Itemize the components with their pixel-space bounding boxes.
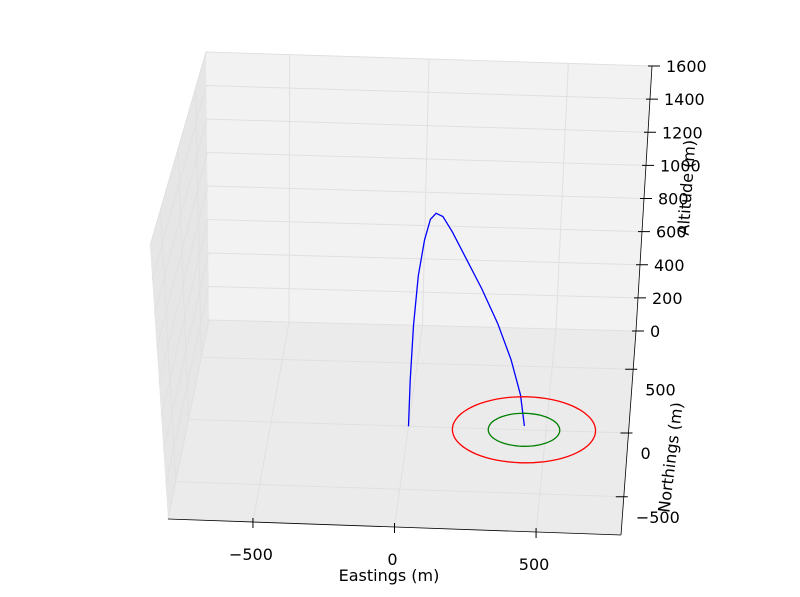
floor-pane — [168, 320, 636, 535]
z-tick-label: 0 — [650, 322, 660, 341]
landing-ring-2 — [451, 396, 597, 464]
z-axis-ticks: 0 200 400 600 800 1000 1200 1400 1600 — [632, 57, 707, 341]
x-axis-title: Eastings (m) — [339, 566, 440, 585]
z-tick-label: 600 — [656, 223, 687, 242]
z-tick-label: 200 — [652, 289, 683, 308]
z-tick-label: 1600 — [666, 57, 707, 76]
x-tick-label: −500 — [229, 545, 273, 564]
y-tick-label: 500 — [645, 380, 676, 399]
z-tick-label: 1000 — [660, 156, 701, 175]
grid-line-z — [167, 319, 637, 520]
x-tick-label: 500 — [519, 555, 550, 574]
grid-line-z — [149, 51, 653, 247]
landing-ring-1 — [487, 412, 561, 447]
grid-line-z — [158, 185, 645, 383]
grid-line-z — [151, 84, 651, 281]
grid-lines — [149, 51, 653, 533]
grid-line-z — [156, 151, 647, 349]
grid-line-z — [154, 118, 649, 315]
z-axis-title: Altitude (m) — [674, 139, 700, 236]
y-axis-ticks: −500 0 500 — [615, 368, 680, 527]
series-layer — [407, 212, 597, 464]
x-axis-ticks: −500 0 500 — [229, 518, 549, 574]
z-tick-label: 1400 — [664, 90, 705, 109]
grid-line-z — [165, 285, 639, 485]
z-tick-label: 800 — [658, 190, 689, 209]
z-tick-label: 1200 — [662, 123, 703, 142]
y-tick-label: 0 — [641, 444, 651, 463]
grid-line-z — [163, 252, 641, 451]
y-tick-label: −500 — [636, 508, 680, 527]
z-tick-label: 400 — [654, 256, 685, 275]
x-tick-label: 0 — [387, 550, 397, 569]
back-wall-pane — [206, 52, 652, 331]
grid-line-z — [160, 218, 643, 417]
y-axis-title: Northings (m) — [654, 401, 686, 513]
trajectory-line — [407, 212, 526, 427]
